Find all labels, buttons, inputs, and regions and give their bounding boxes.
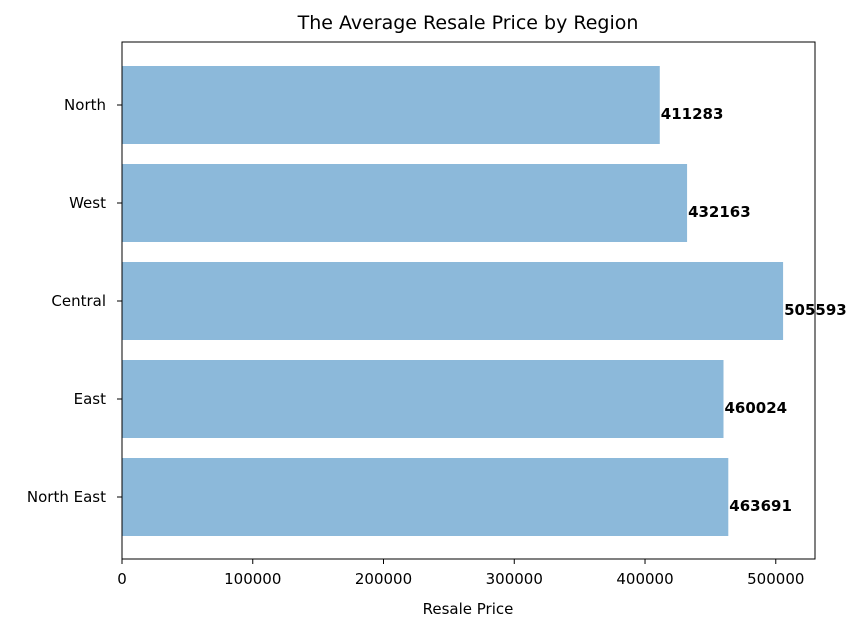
y-tick-label: North East	[27, 488, 106, 506]
x-tick-label: 300000	[486, 570, 543, 588]
data-label: 432163	[688, 203, 751, 221]
bar-east	[122, 360, 724, 438]
x-tick-label: 500000	[747, 570, 804, 588]
bar-west	[122, 164, 688, 242]
data-label: 460024	[725, 399, 788, 417]
data-label: 411283	[661, 105, 724, 123]
x-tick-label: 100000	[224, 570, 281, 588]
y-tick-label: Central	[51, 292, 106, 310]
x-axis-label: Resale Price	[423, 600, 514, 618]
x-tick-label: 400000	[616, 570, 673, 588]
data-label: 463691	[729, 497, 792, 515]
bar-north-east	[122, 458, 729, 536]
x-tick-label: 0	[117, 570, 127, 588]
chart-title: The Average Resale Price by Region	[297, 12, 639, 34]
bars-group	[122, 66, 784, 536]
bar-north	[122, 66, 660, 144]
y-axis: North West Central East North East	[27, 96, 122, 506]
y-tick-label: West	[69, 194, 106, 212]
y-tick-label: East	[74, 390, 106, 408]
x-tick-label: 200000	[355, 570, 412, 588]
bar-central	[122, 262, 784, 340]
y-tick-label: North	[64, 96, 106, 114]
x-axis: 0 100000 200000 300000 400000 500000	[117, 559, 804, 588]
